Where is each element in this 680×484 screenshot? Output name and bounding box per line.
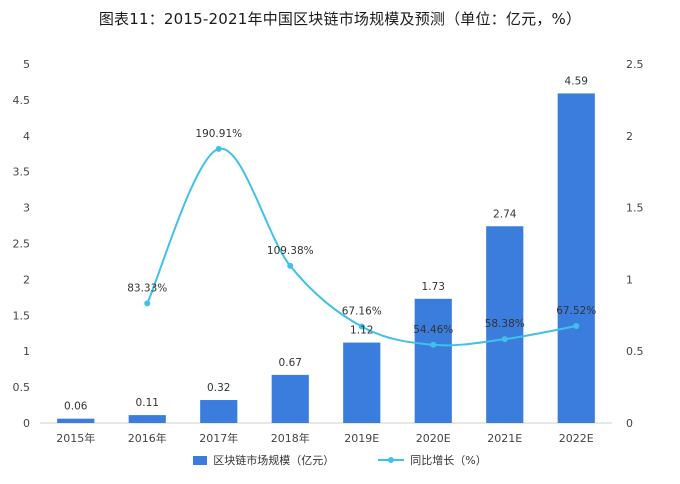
y-left-tick-label: 2 — [23, 273, 30, 286]
growth-point — [358, 323, 365, 330]
bar-value-label: 4.59 — [565, 75, 588, 87]
x-tick-label: 2016年 — [128, 431, 167, 445]
bar — [557, 93, 595, 424]
y-left-tick-label: 3 — [23, 202, 30, 215]
growth-value-label: 54.46% — [413, 324, 453, 336]
growth-point — [287, 262, 294, 269]
growth-point — [501, 336, 508, 343]
axes: 0 0.5 1 1.5 2 2.5 3 3.5 4 4.5 5 0 0.5 1 1.5 2 2.5 2015年 20… — [13, 58, 644, 445]
legend-line-label: 同比增长（%） — [410, 454, 487, 467]
x-tick-label: 2019E — [344, 432, 379, 445]
bar — [200, 400, 238, 423]
x-tick-label: 2020E — [416, 432, 451, 445]
bar — [57, 418, 95, 423]
x-tick-label: 2022E — [559, 432, 594, 445]
x-tick-label: 2021E — [487, 432, 522, 445]
growth-value-label: 67.52% — [556, 305, 596, 317]
y-right-tick-label: 2.5 — [626, 58, 644, 71]
y-left-tick-label: 2.5 — [13, 238, 31, 251]
bar — [271, 374, 309, 423]
y-left-tick-label: 0 — [23, 417, 30, 430]
y-left-tick-label: 4.5 — [13, 94, 31, 107]
y-right-tick-label: 2 — [626, 130, 633, 143]
y-right-tick-label: 0 — [626, 417, 633, 430]
growth-line-path — [146, 147, 577, 347]
y-left-tick-label: 0.5 — [13, 381, 31, 394]
data-labels: 0.06 0.11 0.32 0.67 1.12 1.73 2.74 4.59 83.33% 19… — [64, 75, 596, 412]
y-left-tick-label: 5 — [23, 58, 30, 71]
y-left-tick-label: 1.5 — [13, 309, 31, 322]
growth-point — [430, 341, 437, 348]
legend-item-bar: 区块链市场规模（亿元） — [193, 452, 334, 468]
bar — [414, 298, 452, 423]
bar-value-label: 0.32 — [207, 382, 230, 394]
growth-point — [573, 323, 580, 330]
bar-value-label: 0.06 — [64, 401, 88, 413]
bar-value-label: 2.74 — [493, 208, 517, 220]
growth-value-label: 109.38% — [267, 245, 314, 257]
legend-item-line: 同比增长（%） — [378, 452, 487, 468]
y-left-tick-label: 3.5 — [13, 166, 31, 179]
legend-bar-label: 区块链市场规模（亿元） — [213, 454, 335, 467]
growth-point — [215, 145, 222, 152]
bar — [486, 226, 524, 423]
growth-value-label: 83.33% — [127, 282, 167, 294]
legend: 区块链市场规模（亿元） 同比增长（%） — [0, 452, 680, 468]
bar — [128, 415, 166, 423]
growth-value-label: 190.91% — [195, 128, 242, 140]
x-tick-label: 2018年 — [271, 431, 310, 445]
x-tick-label: 2017年 — [199, 431, 238, 445]
growth-value-label: 67.16% — [342, 306, 382, 318]
chart-title: 图表11：2015-2021年中国区块链市场规模及预测（单位：亿元，%） — [98, 10, 582, 28]
bar-value-label: 0.11 — [136, 397, 159, 409]
bar-value-label: 1.73 — [422, 281, 445, 293]
x-tick-label: 2015年 — [56, 431, 95, 445]
y-right-tick-label: 1 — [626, 273, 633, 286]
bars — [57, 93, 595, 424]
legend-line-swatch — [378, 456, 405, 463]
growth-value-label: 58.38% — [485, 318, 525, 330]
y-left-tick-label: 1 — [23, 345, 30, 358]
bar — [343, 342, 381, 423]
y-right-tick-label: 1.5 — [626, 202, 644, 215]
bar-value-label: 1.12 — [350, 325, 373, 337]
y-right-tick-label: 0.5 — [626, 345, 644, 358]
growth-line — [144, 145, 580, 348]
y-left-tick-label: 4 — [23, 130, 30, 143]
growth-point — [144, 300, 151, 307]
bar-value-label: 0.67 — [279, 357, 302, 369]
legend-bar-swatch — [193, 455, 208, 465]
